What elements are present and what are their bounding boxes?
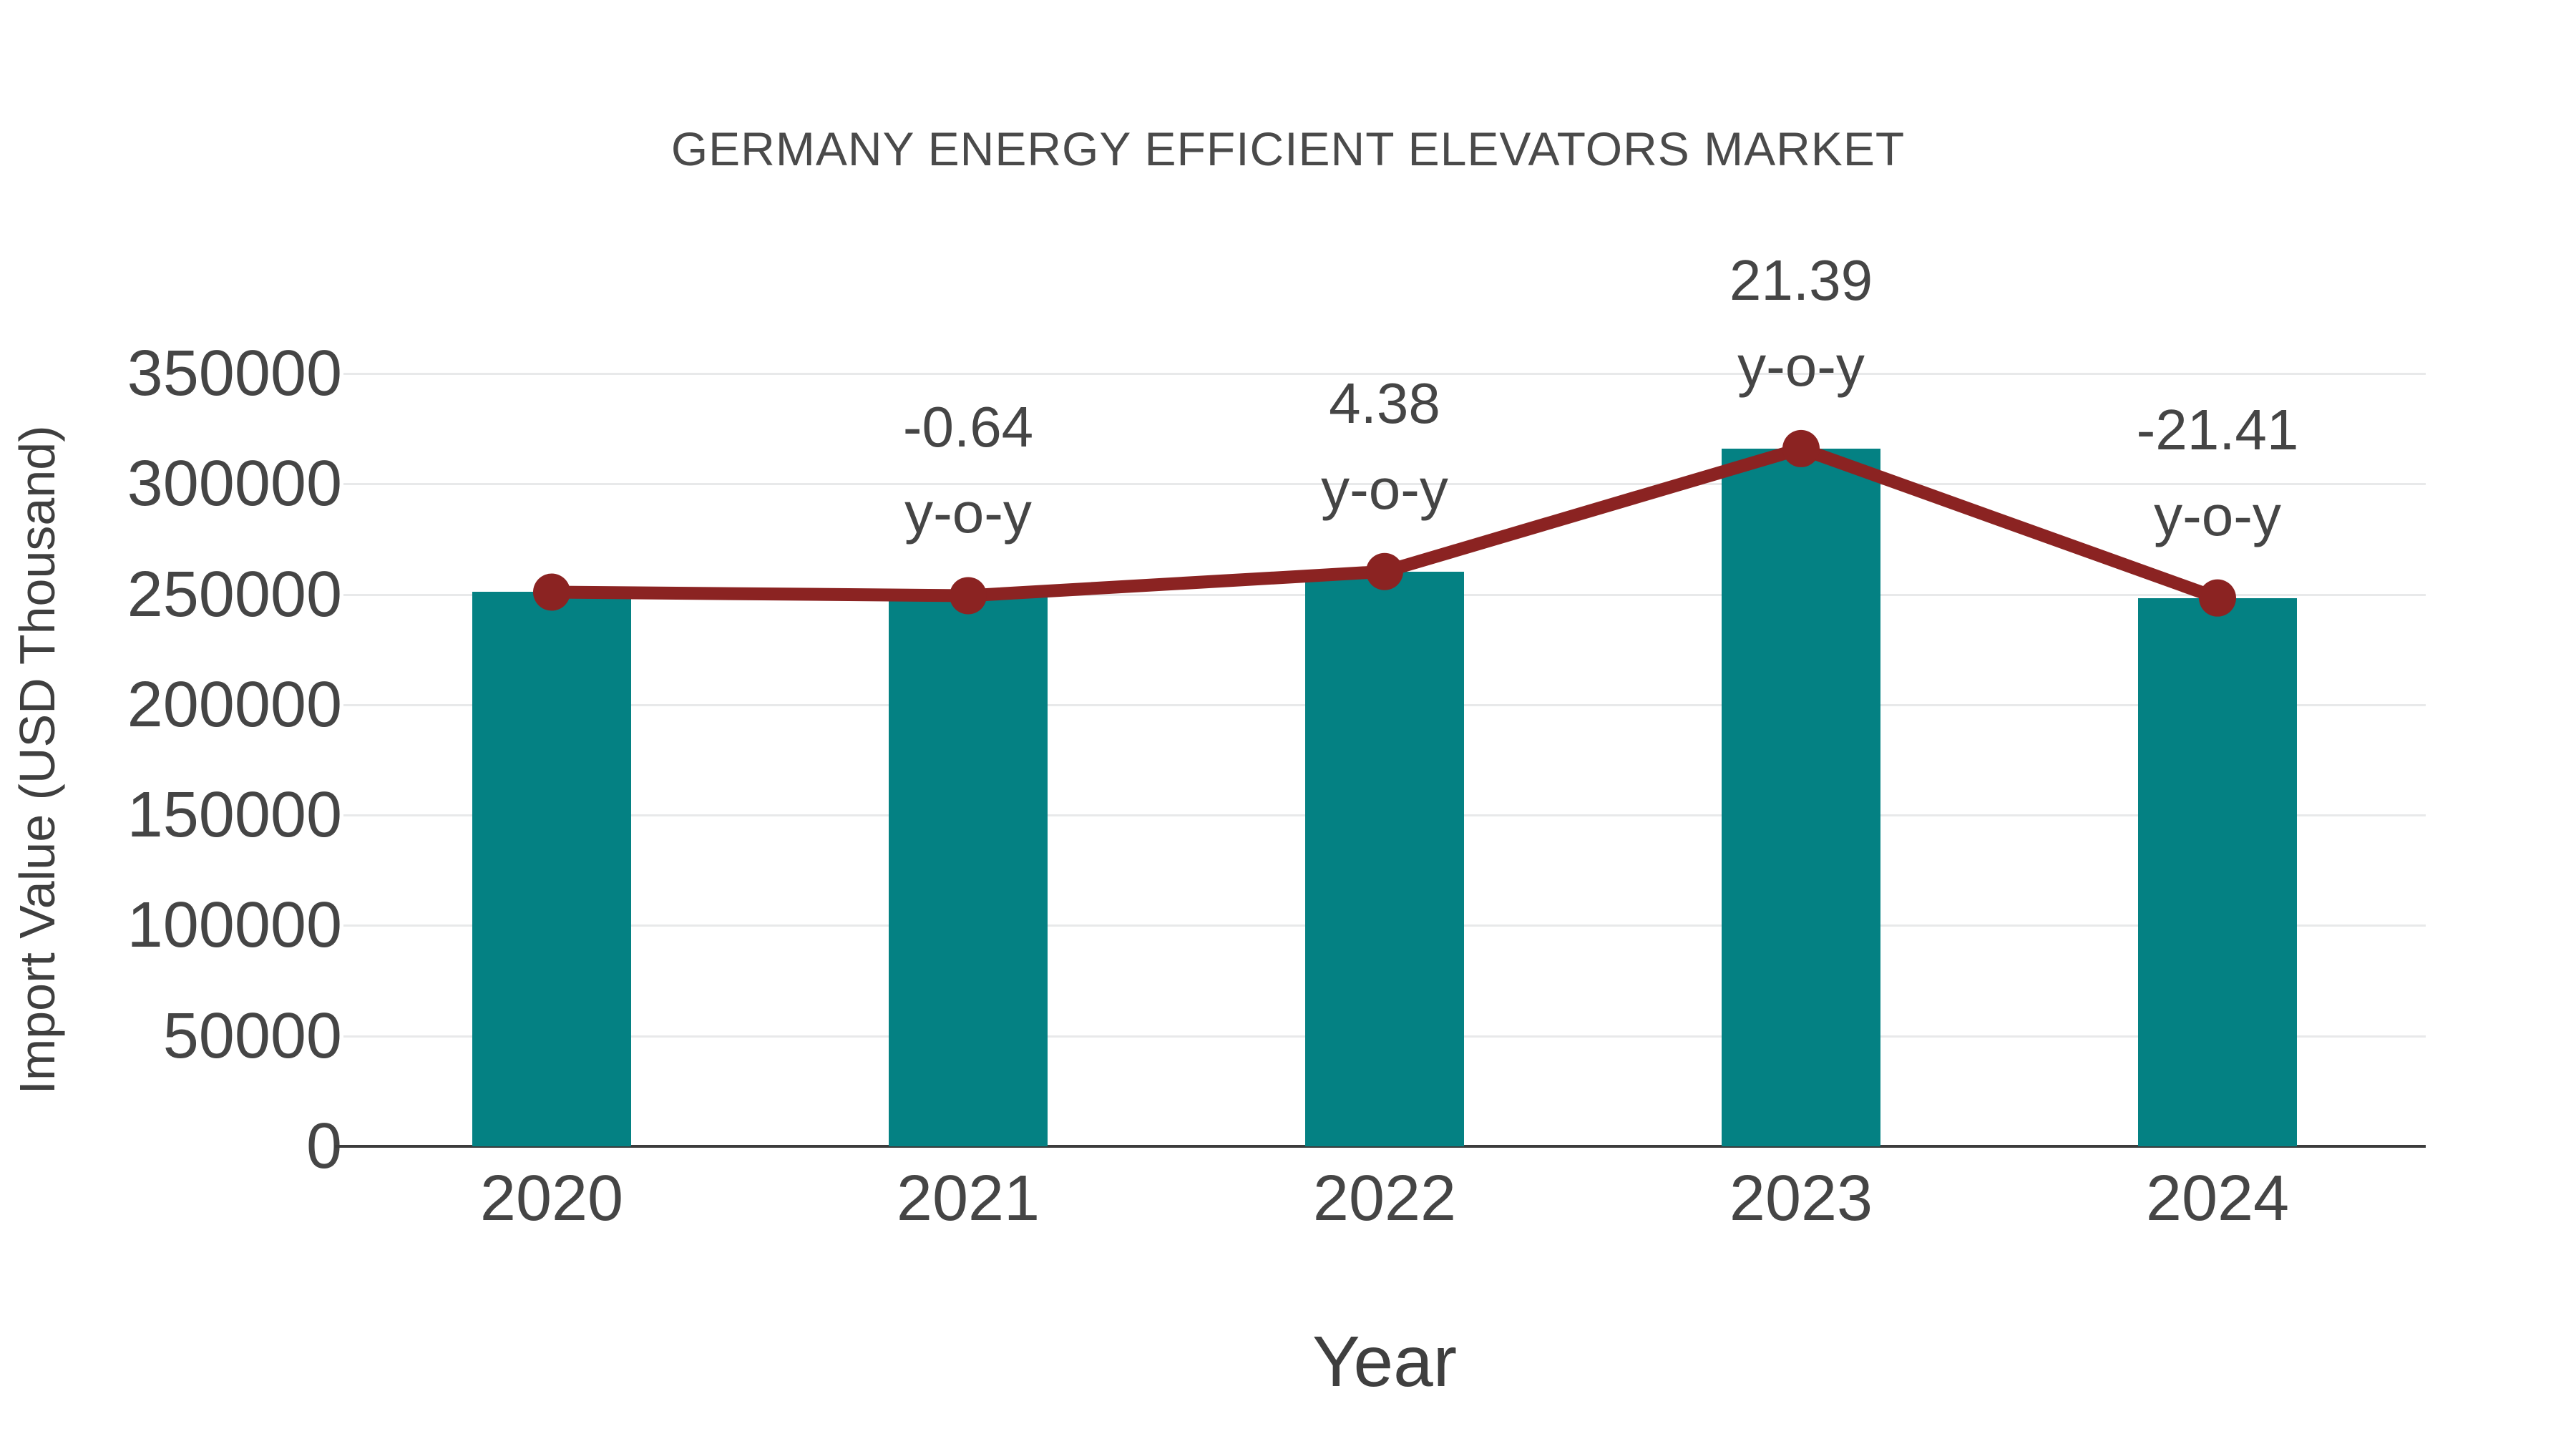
y-tick-label: 200000 [127,668,342,741]
y-tick-label: 0 [306,1111,342,1182]
x-tick-label-2024: 2024 [2145,1163,2290,1234]
bar-2020 [472,592,631,1146]
annotation-value: -21.41 [2136,397,2299,462]
annotation-2023: 21.39 y-o-y [1586,238,2016,409]
bar-2022 [1305,571,1464,1146]
x-axis-label: Year [1312,1322,1458,1402]
annotation-unit: y-o-y [2154,483,2281,547]
y-tick-label: 150000 [127,779,342,852]
x-tick-label-2022: 2022 [1312,1163,1457,1234]
x-tick-label-2021: 2021 [896,1163,1040,1234]
y-tick-label: 50000 [162,1000,342,1072]
annotation-value: -0.64 [902,395,1034,459]
y-tick-label: 350000 [127,338,342,409]
chart-title: GERMANY ENERGY EFFICIENT ELEVATORS MARKE… [670,122,1906,175]
annotation-value: 21.39 [1729,248,1873,312]
y-tick-label: 100000 [127,889,342,962]
annotation-2022: 4.38 y-o-y [1170,361,1599,532]
y-tick-label: 250000 [127,558,342,630]
y-axis-label: Import Value (USD Thousand) [9,425,65,1095]
annotation-2021: -0.64 y-o-y [753,384,1183,556]
annotation-value: 4.38 [1329,371,1440,435]
annotation-unit: y-o-y [904,481,1032,545]
x-tick-label-2023: 2023 [1729,1163,1873,1234]
bar-2023 [1722,448,1880,1146]
annotation-unit: y-o-y [1737,333,1865,398]
x-tick-label-2020: 2020 [479,1163,624,1234]
bar-2024 [2138,597,2297,1146]
annotation-unit: y-o-y [1321,457,1448,521]
bar-2021 [889,595,1048,1146]
gridline [343,373,2426,375]
annotation-2024: -21.41 y-o-y [2003,387,2432,559]
y-tick-label: 300000 [127,448,342,520]
x-axis-line [335,1145,2426,1148]
